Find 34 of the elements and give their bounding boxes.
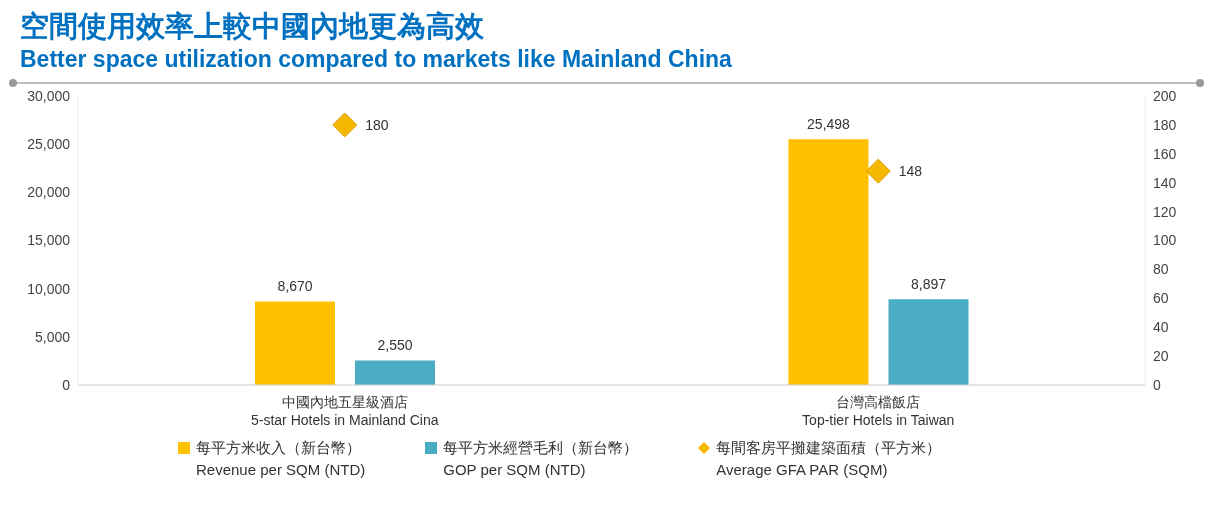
y-tick-label: 20,000 <box>27 184 71 201</box>
legend-label: 每平方米經營毛利（新台幣） GOP per SQM (NTD) <box>443 438 639 480</box>
y-tick-label: 30,000 <box>27 87 71 104</box>
y-tick-label: 5,000 <box>34 328 71 345</box>
bar <box>888 299 969 385</box>
y2-tick-label: 100 <box>1153 232 1177 249</box>
y-tick-label: 25,000 <box>27 136 71 153</box>
y-tick-label: 10,000 <box>27 280 71 297</box>
legend-label: 每間客房平攤建築面積（平方米） Average GFA PAR (SQM) <box>716 438 942 480</box>
legend-label: 每平方米收入（新台幣） Revenue per SQM (NTD) <box>196 438 366 480</box>
y2-tick-label: 180 <box>1153 116 1177 133</box>
y2-tick-label: 40 <box>1153 319 1169 336</box>
bar <box>255 301 335 385</box>
y2-tick-label: 160 <box>1153 145 1177 162</box>
y2-tick-label: 20 <box>1153 348 1169 365</box>
data-label: 148 <box>898 163 923 180</box>
y2-tick-label: 120 <box>1153 203 1177 220</box>
y2-tick-label: 140 <box>1153 174 1177 191</box>
y2-tick-label: 60 <box>1153 290 1169 307</box>
chart-title: 空間使用效率上較中國內地更為高效 <box>20 9 485 44</box>
y2-tick-label: 200 <box>1153 87 1177 104</box>
y2-tick-label: 0 <box>1153 376 1161 393</box>
bar <box>355 360 435 385</box>
data-label: 25,498 <box>807 116 851 133</box>
data-label: 2,550 <box>377 337 413 354</box>
y2-tick-label: 80 <box>1153 261 1169 278</box>
data-label: 8,897 <box>910 276 947 293</box>
chart-subtitle: Better space utilization compared to markets like Mainland China <box>20 45 733 74</box>
y-tick-label: 0 <box>62 376 71 393</box>
data-label: 8,670 <box>277 278 313 295</box>
x-tick-label: 中國內地五星級酒店 5-star Hotels in Mainland Cina <box>250 394 439 428</box>
data-label: 180 <box>365 116 389 133</box>
y-tick-label: 15,000 <box>27 232 71 249</box>
x-tick-label: 台灣高檔飯店 Top-tier Hotels in Taiwan <box>802 394 955 428</box>
